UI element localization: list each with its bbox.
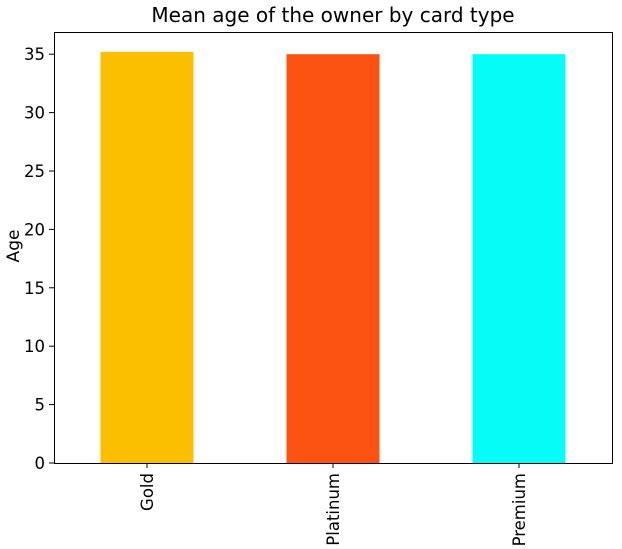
y-tick-label: 5 [35, 396, 46, 415]
y-tick-label: 25 [24, 162, 45, 181]
x-tick-label: Platinum [324, 473, 343, 546]
y-tick-label: 10 [24, 337, 45, 356]
y-tick-label: 20 [24, 220, 45, 239]
y-axis: 0 5 10 15 20 25 30 35 [24, 45, 54, 473]
bar-premium [472, 54, 566, 463]
x-tick-label: Premium [510, 473, 529, 546]
y-tick-label: 15 [24, 279, 45, 298]
bars-group [100, 51, 566, 463]
bar-gold [100, 51, 194, 463]
chart-title: Mean age of the owner by card type [151, 3, 514, 27]
x-tick-label: Gold [138, 473, 157, 511]
y-axis-label: Age [4, 230, 24, 263]
plot-frame [54, 32, 613, 464]
x-axis: Gold Platinum Premium [138, 463, 529, 546]
y-tick-label: 30 [24, 104, 45, 123]
bar-platinum [286, 54, 380, 463]
y-tick-label: 35 [24, 45, 45, 64]
y-tick-label: 0 [35, 454, 46, 473]
